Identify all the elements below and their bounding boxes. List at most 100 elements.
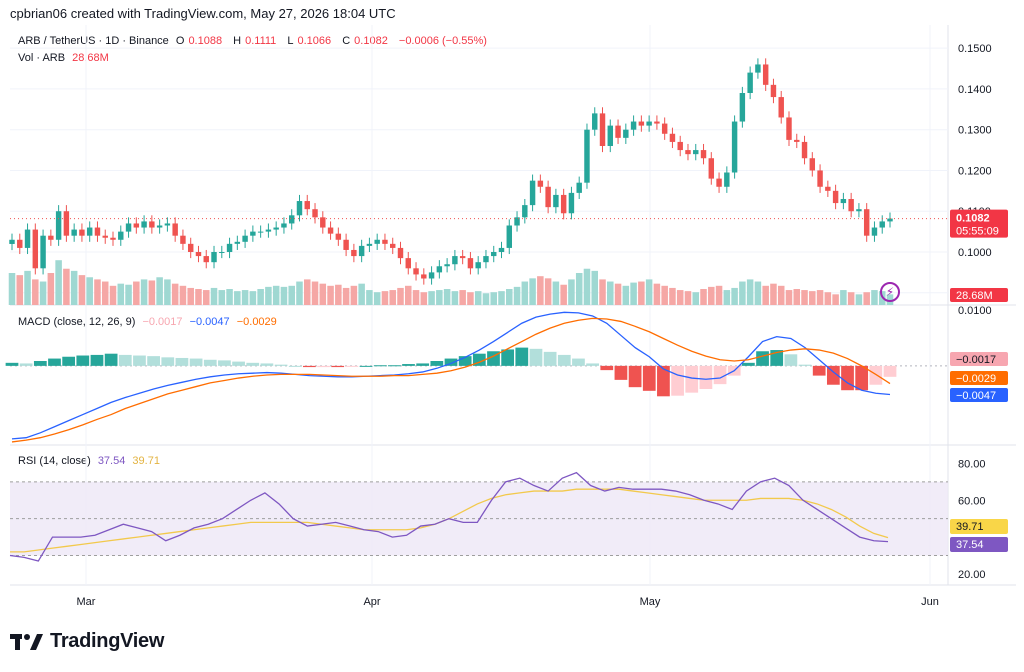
macd-histogram-bar xyxy=(76,355,90,366)
macd-tick-label: 0.0100 xyxy=(958,305,992,317)
volume-bar xyxy=(591,270,599,305)
macd-histogram-bar xyxy=(798,364,812,366)
tradingview-logo[interactable]: TradingView xyxy=(10,630,164,653)
volume-bar xyxy=(739,281,746,305)
macd-value-badge-label: −0.0017 xyxy=(956,354,996,366)
candle xyxy=(9,239,15,244)
volume-bar xyxy=(801,290,808,305)
candle xyxy=(444,264,450,267)
rsi-tick-label: 60.00 xyxy=(958,495,986,507)
candle xyxy=(195,252,202,257)
candle xyxy=(467,258,474,269)
macd-histogram-bar xyxy=(784,354,798,366)
volume-bar xyxy=(529,278,536,305)
volume-bar xyxy=(793,289,801,305)
change-label: −0.0006 (−0.55%) xyxy=(398,35,487,47)
macd-histogram-bar xyxy=(175,357,189,366)
volume-bar xyxy=(653,283,661,305)
macd-histogram-bar xyxy=(62,356,76,366)
candle xyxy=(522,205,528,218)
countdown-label: 05:55:09 xyxy=(956,226,999,238)
rsi-tick-label: 80.00 xyxy=(958,458,986,470)
candle xyxy=(125,223,132,232)
volume-bar xyxy=(816,290,824,305)
macd-histogram-bar xyxy=(557,354,571,366)
candle xyxy=(630,121,637,130)
macd-histogram-bar xyxy=(161,357,175,366)
macd-histogram-bar xyxy=(614,365,628,380)
volume-bar xyxy=(39,281,47,305)
candle xyxy=(592,113,598,130)
candle xyxy=(265,229,272,232)
candle xyxy=(141,221,147,228)
volume-bar xyxy=(568,279,575,305)
candle xyxy=(599,113,606,146)
macd-histogram-bar xyxy=(5,362,19,366)
candle xyxy=(219,252,225,253)
volume-bar xyxy=(280,286,288,305)
macd-histogram-bar xyxy=(288,365,302,367)
candle xyxy=(638,121,645,126)
macd-value-badge xyxy=(950,352,1008,366)
candle xyxy=(553,194,559,208)
volume-bar xyxy=(443,289,451,305)
volume-bar xyxy=(684,291,692,305)
candle xyxy=(273,227,279,230)
rsi-value: 37.54 xyxy=(97,455,126,467)
macd-histogram-bar xyxy=(331,365,345,368)
candle xyxy=(832,190,839,204)
candle xyxy=(498,247,505,252)
macd-histogram-bar xyxy=(515,347,529,366)
candle xyxy=(382,239,388,244)
volume-bar xyxy=(762,285,769,305)
volume-bar xyxy=(257,289,264,305)
volume-bar xyxy=(638,281,645,305)
volume-bar xyxy=(428,291,435,305)
volume-bar xyxy=(436,290,443,305)
candle xyxy=(856,209,862,212)
volume-bar xyxy=(272,285,280,305)
candle xyxy=(79,229,85,236)
volume-bar xyxy=(692,292,700,305)
volume-bar xyxy=(373,292,381,305)
candle xyxy=(863,209,870,236)
price-tick-label: 0.1500 xyxy=(958,43,992,55)
candle xyxy=(871,227,878,236)
bolt-icon[interactable]: ⚡ xyxy=(880,282,900,302)
volume-bar xyxy=(179,285,187,305)
candle xyxy=(607,125,614,146)
rsi-title[interactable]: RSI (14, close) xyxy=(18,455,91,467)
candle xyxy=(250,231,256,236)
time-tick-label: Jun xyxy=(921,596,939,608)
candle xyxy=(149,221,155,228)
candle xyxy=(374,239,380,244)
volume-bar xyxy=(669,287,676,305)
candle xyxy=(770,84,777,98)
volume-bar xyxy=(855,294,863,305)
rsi-ma-value: 39.71 xyxy=(132,455,160,467)
volume-label: Vol · ARB xyxy=(18,52,66,64)
macd-histogram-bar xyxy=(33,361,47,366)
candle xyxy=(312,209,318,218)
candle xyxy=(343,239,349,250)
volume-bar xyxy=(467,292,474,305)
candle xyxy=(156,225,163,228)
tv-logo-icon xyxy=(10,633,43,650)
open-label: O 0.1088 xyxy=(175,35,223,47)
symbol-label[interactable]: ARB / TetherUS · 1D · Binance xyxy=(18,35,169,47)
candle xyxy=(320,217,326,228)
volume-bar xyxy=(513,286,521,305)
macd-histogram-bar xyxy=(416,363,430,366)
candle xyxy=(428,272,435,279)
macd-title[interactable]: MACD (close, 12, 26, 9) xyxy=(18,316,136,328)
volume-bar xyxy=(234,291,241,305)
candle xyxy=(257,231,264,233)
candle xyxy=(203,256,209,263)
candle xyxy=(304,201,310,210)
volume-bar xyxy=(202,290,210,305)
rsi-badge xyxy=(950,537,1008,552)
volume-bar xyxy=(8,273,16,305)
chart-header: cpbrian06 created with TradingView.com, … xyxy=(10,6,396,21)
